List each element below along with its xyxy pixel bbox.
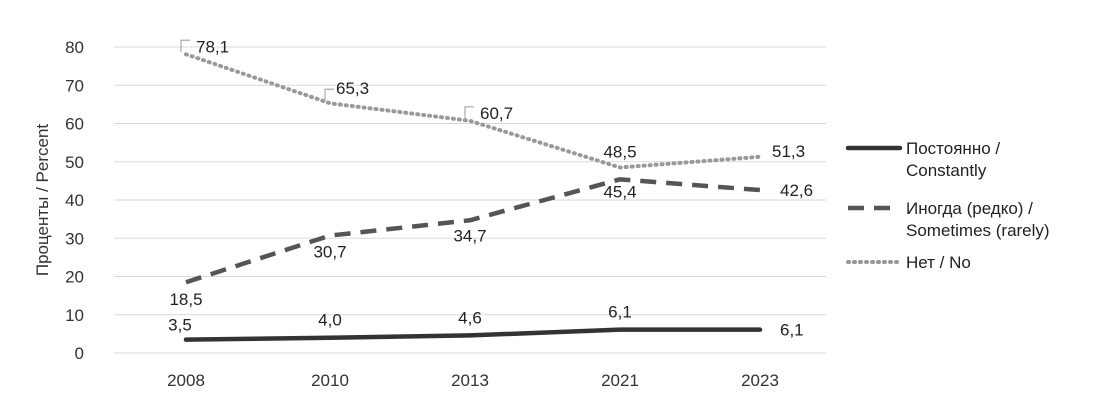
y-tick-label: 50	[65, 153, 84, 172]
label-leader-line	[464, 106, 474, 119]
x-tick-label: 2008	[167, 371, 205, 390]
y-tick-label: 40	[65, 191, 84, 210]
gridlines	[114, 46, 826, 354]
data-label: 78,1	[196, 37, 229, 56]
x-tick-label: 2013	[451, 371, 489, 390]
label-leader-lines	[180, 39, 474, 119]
legend-label: Постоянно /	[906, 139, 1000, 158]
x-tick-label: 2021	[601, 371, 639, 390]
legend: Постоянно / Constantly Иногда (редко) / Som…	[845, 139, 1050, 272]
x-tick-label: 2010	[311, 371, 349, 390]
legend-label: Constantly	[906, 161, 987, 180]
data-label: 42,6	[780, 181, 813, 200]
series-line-solid	[183, 327, 763, 342]
y-tick-label: 0	[75, 344, 84, 363]
data-label: 4,6	[458, 308, 482, 327]
data-label: 30,7	[313, 243, 346, 262]
data-label: 6,1	[608, 303, 632, 322]
series-line-dashed	[185, 177, 761, 285]
y-tick-label: 20	[65, 268, 84, 287]
data-label: 34,7	[453, 226, 486, 245]
data-labels: 3,5 4,0 4,6 6,1 6,1 18,5 30,7 34,7 45,4 42,6 78,1 6…	[168, 37, 813, 339]
y-tick-label: 70	[65, 76, 84, 95]
y-tick-label: 60	[65, 115, 84, 134]
legend-label: Нет / No	[906, 253, 971, 272]
data-label: 48,5	[603, 142, 636, 161]
data-label: 4,0	[318, 311, 342, 330]
series-line-dotted	[184, 52, 762, 170]
data-label: 60,7	[480, 104, 513, 123]
y-tick-label: 30	[65, 229, 84, 248]
data-label: 6,1	[780, 321, 804, 340]
data-label: 45,4	[603, 182, 636, 201]
y-axis-title: Проценты / Percent	[33, 124, 52, 277]
y-tick-label: 10	[65, 306, 84, 325]
data-label: 51,3	[772, 142, 805, 161]
x-tick-label: 2023	[741, 371, 779, 390]
x-axis-ticks: 2008 2010 2013 2021 2023	[167, 371, 779, 390]
data-label: 18,5	[169, 290, 202, 309]
data-label: 65,3	[336, 79, 369, 98]
series-lines	[183, 52, 763, 342]
label-leader-line	[180, 39, 190, 53]
legend-label: Иногда (редко) /	[906, 199, 1033, 218]
y-tick-label: 80	[65, 38, 84, 57]
label-leader-line	[324, 88, 334, 102]
data-label: 3,5	[168, 316, 192, 335]
legend-label: Sometimes (rarely)	[906, 221, 1050, 240]
y-axis-ticks: 0 10 20 30 40 50 60 70 80	[65, 38, 84, 363]
